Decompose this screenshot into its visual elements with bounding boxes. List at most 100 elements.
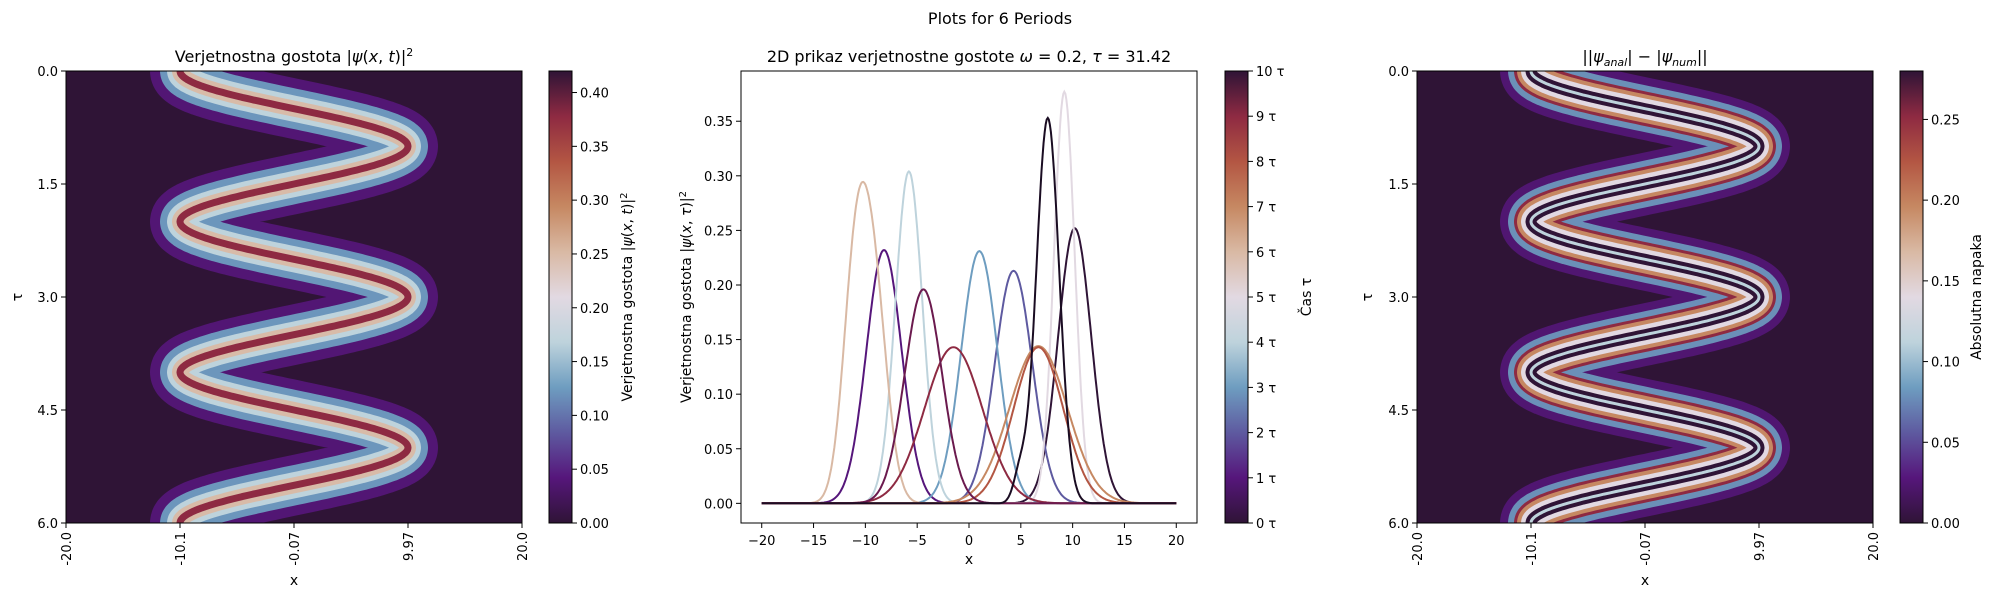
x-tick-label: 20.0: [516, 532, 531, 561]
colorbar-tick-label: 4 τ: [1256, 336, 1276, 351]
colorbar-tick-label: 0.25: [1931, 113, 1960, 128]
x-tick-label: -20.0: [60, 532, 75, 566]
density-lines-panel: 2D prikaz verjetnostne gostote ω = 0.2, …: [678, 47, 1198, 568]
colorbar-tick-label: 0.35: [580, 140, 609, 155]
colorbar-tick-label: 0.00: [580, 517, 609, 532]
density-heatmap-background: [66, 71, 522, 523]
density-lines-series: [761, 89, 1177, 505]
x-tick-label: −20: [748, 534, 775, 549]
colorbar-tick-label: 0.15: [580, 356, 609, 371]
y-tick-label: 3.0: [1388, 291, 1409, 306]
x-tick-label: −10: [852, 534, 879, 549]
x-tick-label: -10.1: [1525, 532, 1540, 566]
density-lines-plot-area: [741, 71, 1197, 523]
y-tick-label: 0.0: [37, 65, 58, 80]
colorbar-tick-label: 1 τ: [1256, 472, 1276, 487]
x-tick-label: -0.07: [1639, 532, 1654, 566]
x-tick-label: 10: [1064, 534, 1081, 549]
density-lines-xlabel: x: [965, 552, 973, 568]
density-lines-yticks: 0.00 0.05 0.10 0.15 0.20 0.25 0.30 0.35: [704, 115, 741, 512]
density-lines-xticks: −20 −15 −10 −5 0 5 10 15 20: [748, 523, 1185, 549]
x-tick-label: 9.97: [1753, 532, 1768, 561]
density-colorbar: 0.00 0.05 0.10 0.15 0.20 0.25 0.30 0.35 0.40 Ver…: [548, 70, 636, 532]
error-heatmap-background: [1417, 71, 1873, 523]
y-tick-label: 0.10: [704, 388, 733, 403]
x-tick-label: 5: [1017, 534, 1025, 549]
colorbar-tick-label: 8 τ: [1256, 155, 1276, 170]
y-tick-label: 0.20: [704, 279, 733, 294]
x-tick-label: -0.07: [288, 532, 303, 566]
colorbar-tick-label: 5 τ: [1256, 291, 1276, 306]
colorbar-tick-label: 0.30: [580, 194, 609, 209]
error-heatmap-yticks: 0.0 1.5 3.0 4.5 6.0: [1388, 65, 1417, 532]
y-tick-label: 6.0: [37, 517, 58, 532]
y-tick-label: 1.5: [1388, 178, 1409, 193]
colorbar-tick-label: 7 τ: [1256, 201, 1276, 216]
time-colorbar-label: Čas τ: [1297, 278, 1315, 317]
y-tick-label: 0.30: [704, 170, 733, 185]
error-heatmap-xlabel: x: [1641, 573, 1649, 589]
y-tick-label: 4.5: [1388, 404, 1409, 419]
error-colorbar-label: Absolutna napaka: [1969, 234, 1985, 360]
error-heatmap-xticks: -20.0 -10.1 -0.07 9.97 20.0: [1411, 523, 1882, 566]
x-tick-label: 9.97: [402, 532, 417, 561]
x-tick-label: −15: [800, 534, 827, 549]
y-tick-label: 3.0: [37, 291, 58, 306]
colorbar-tick-label: 2 τ: [1256, 427, 1276, 442]
colorbar-tick-label: 0.20: [1931, 194, 1960, 209]
y-tick-label: 0.0: [1388, 65, 1409, 80]
x-tick-label: -10.1: [174, 532, 189, 566]
time-colorbar: 0 τ 1 τ 2 τ 3 τ 4 τ 5 τ 6 τ 7 τ 8 τ 9 τ 10 τ Čas τ: [1224, 65, 1315, 532]
y-tick-label: 6.0: [1388, 517, 1409, 532]
error-colorbar-gradient: [1899, 70, 1924, 524]
y-tick-label: 0.00: [704, 497, 733, 512]
density-colorbar-ticks: 0.00 0.05 0.10 0.15 0.20 0.25 0.30 0.35 0.40: [572, 87, 609, 532]
colorbar-tick-label: 6 τ: [1256, 246, 1276, 261]
colorbar-tick-label: 0.05: [580, 463, 609, 478]
error-colorbar-ticks: 0.00 0.05 0.10 0.15 0.20 0.25: [1923, 113, 1960, 532]
x-tick-label: -20.0: [1411, 532, 1426, 566]
y-tick-label: 1.5: [37, 178, 58, 193]
colorbar-tick-label: 0.40: [580, 87, 609, 102]
y-tick-label: 4.5: [37, 404, 58, 419]
time-colorbar-gradient: [1224, 70, 1249, 524]
time-colorbar-ticks: 0 τ 1 τ 2 τ 3 τ 4 τ 5 τ 6 τ 7 τ 8 τ 9 τ 10 τ: [1248, 65, 1285, 532]
colorbar-tick-label: 3 τ: [1256, 381, 1276, 396]
density-lines-title: 2D prikaz verjetnostne gostote ω = 0.2, …: [767, 47, 1171, 66]
density-heatmap-yticks: 0.0 1.5 3.0 4.5 6.0: [37, 65, 66, 532]
density-heatmap-panel: Verjetnostna gostota |ψ(x, t)|2 -20.0 -10…: [10, 46, 531, 589]
x-tick-label: −5: [908, 534, 927, 549]
colorbar-tick-label: 0.10: [1931, 356, 1960, 371]
figure-suptitle: Plots for 6 Periods: [928, 9, 1072, 28]
density-heatmap-xticks: -20.0 -10.1 -0.07 9.97 20.0: [60, 523, 531, 566]
x-tick-label: 20: [1168, 534, 1185, 549]
y-tick-label: 0.15: [704, 334, 733, 349]
colorbar-tick-label: 10 τ: [1256, 65, 1285, 80]
colorbar-tick-label: 0.25: [580, 248, 609, 263]
density-colorbar-label: Verjetnostna gostota |ψ(x, t)|2: [619, 193, 636, 402]
density-heatmap-bands: [150, 71, 438, 523]
y-tick-label: 0.35: [704, 115, 733, 130]
colorbar-tick-label: 0.20: [580, 302, 609, 317]
density-heatmap-xlabel: x: [290, 573, 298, 589]
error-heatmap-title: ||ψanal| − |ψnum||: [1582, 47, 1707, 69]
error-heatmap-ylabel: τ: [1360, 293, 1376, 301]
error-heatmap-panel: ||ψanal| − |ψnum|| -20.0 -10.1 -0.07 9.97 20…: [1360, 47, 1882, 589]
probability-band: [1529, 71, 1761, 523]
probability-band: [176, 71, 412, 523]
density-heatmap-title: Verjetnostna gostota |ψ(x, t)|2: [175, 46, 414, 66]
colorbar-tick-label: 0.10: [580, 409, 609, 424]
density-heatmap-ylabel: τ: [10, 293, 26, 301]
density-series-line: [761, 116, 1177, 505]
density-colorbar-gradient: [548, 70, 573, 524]
x-tick-label: 20.0: [1867, 532, 1882, 561]
colorbar-tick-label: 0 τ: [1256, 517, 1276, 532]
error-colorbar: 0.00 0.05 0.10 0.15 0.20 0.25 Absolutna napak…: [1899, 70, 1985, 532]
error-heatmap-bands: [1500, 71, 1790, 523]
density-lines-ylabel: Verjetnostna gostota |ψ(x, τ)|2: [678, 191, 695, 403]
colorbar-tick-label: 0.00: [1931, 517, 1960, 532]
x-tick-label: 0: [965, 534, 973, 549]
y-tick-label: 0.25: [704, 224, 733, 239]
colorbar-tick-label: 0.15: [1931, 275, 1960, 290]
